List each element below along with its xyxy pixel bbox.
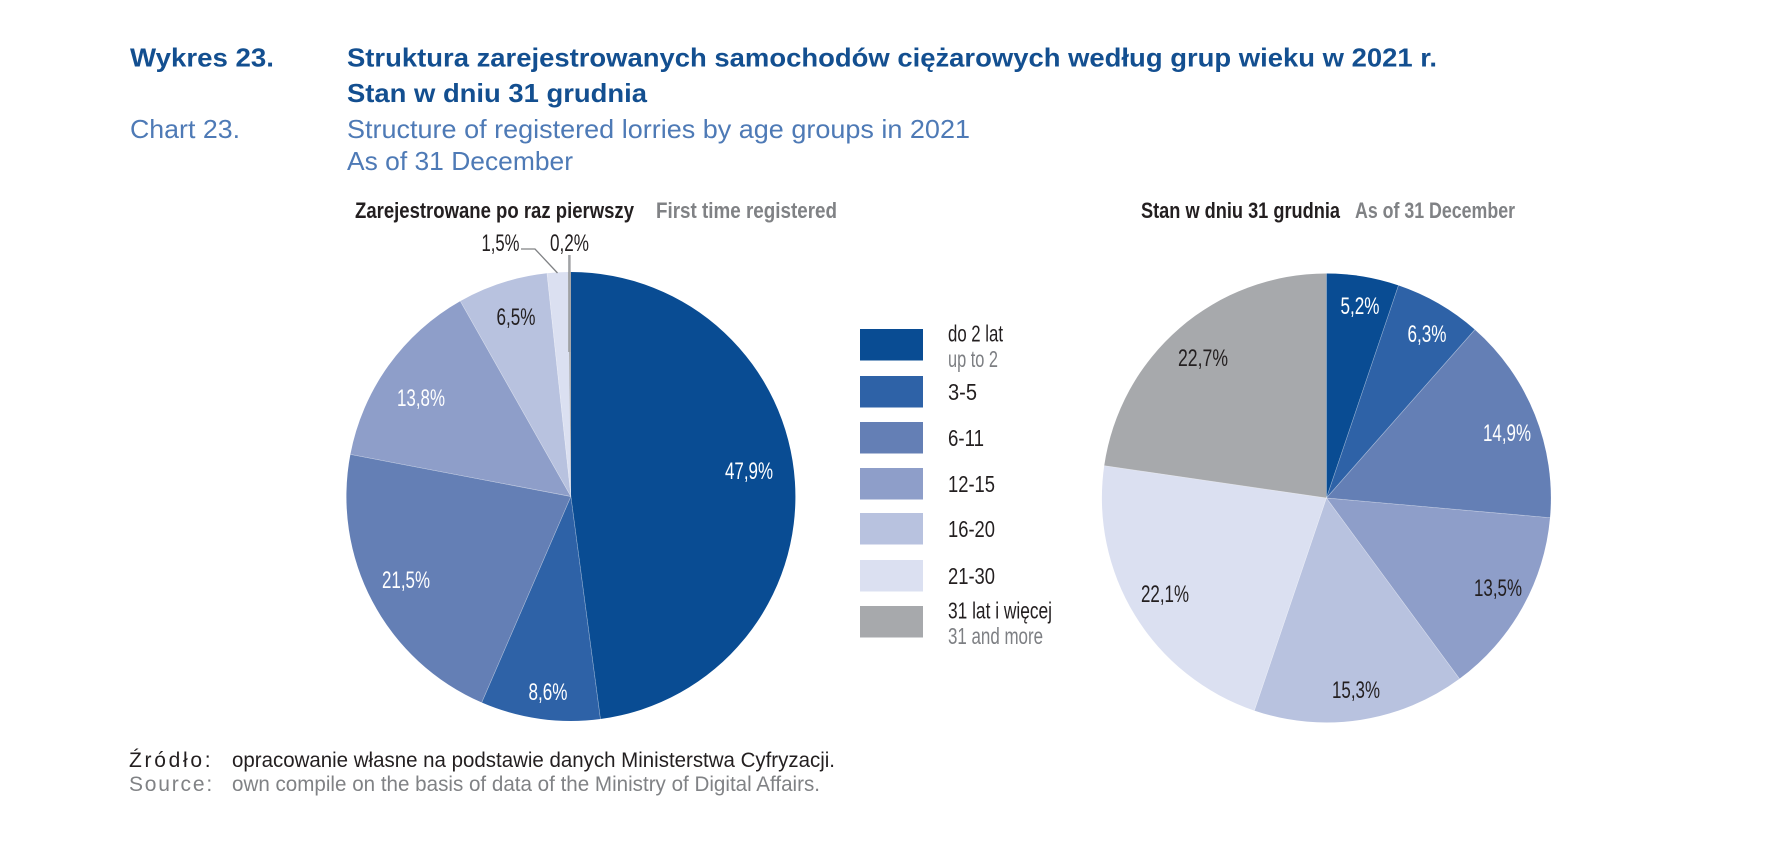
svg-text:16-20: 16-20: [948, 516, 995, 542]
svg-text:8,6%: 8,6%: [529, 679, 568, 706]
svg-text:Źródło:: Źródło:: [129, 749, 213, 772]
svg-text:1,5%: 1,5%: [482, 230, 520, 257]
svg-text:Stan w dniu 31 grudnia: Stan w dniu 31 grudnia: [347, 78, 648, 108]
svg-text:13,8%: 13,8%: [397, 385, 445, 412]
svg-text:Stan w dniu 31 grudnia: Stan w dniu 31 grudnia: [1141, 198, 1341, 223]
svg-text:3-5: 3-5: [948, 379, 977, 405]
svg-text:22,7%: 22,7%: [1178, 345, 1228, 372]
svg-text:22,1%: 22,1%: [1141, 581, 1189, 608]
svg-text:31 lat i więcej: 31 lat i więcej: [948, 598, 1052, 624]
svg-text:Source:: Source:: [129, 773, 214, 796]
svg-text:0,2%: 0,2%: [550, 230, 589, 257]
svg-text:6,3%: 6,3%: [1408, 321, 1447, 348]
svg-text:6-11: 6-11: [948, 425, 984, 451]
svg-text:15,3%: 15,3%: [1332, 677, 1380, 704]
svg-text:21,5%: 21,5%: [382, 567, 430, 594]
svg-text:First time registered: First time registered: [656, 198, 837, 223]
svg-text:do 2 lat: do 2 lat: [948, 321, 1003, 347]
svg-text:5,2%: 5,2%: [1341, 293, 1380, 320]
svg-text:Struktura zarejestrowanych sam: Struktura zarejestrowanych samochodów ci…: [347, 43, 1437, 73]
svg-text:6,5%: 6,5%: [497, 304, 536, 331]
svg-text:12-15: 12-15: [948, 471, 995, 497]
svg-text:Structure of registered lorrie: Structure of registered lorries by age g…: [347, 114, 970, 144]
svg-text:Zarejestrowane po raz pierwszy: Zarejestrowane po raz pierwszy: [355, 198, 635, 223]
svg-text:As of 31 December: As of 31 December: [347, 146, 573, 176]
svg-text:own compile on the basis of da: own compile on the basis of data of the …: [232, 773, 820, 796]
svg-text:13,5%: 13,5%: [1474, 575, 1522, 602]
svg-text:21-30: 21-30: [948, 563, 995, 589]
svg-text:up to 2: up to 2: [948, 346, 998, 372]
svg-text:47,9%: 47,9%: [725, 458, 773, 485]
svg-text:Wykres 23.: Wykres 23.: [130, 43, 274, 73]
svg-text:14,9%: 14,9%: [1483, 420, 1531, 447]
svg-text:As of 31 December: As of 31 December: [1355, 198, 1515, 223]
svg-text:opracowanie własne na podstawi: opracowanie własne na podstawie danych M…: [232, 749, 835, 772]
svg-text:Chart 23.: Chart 23.: [130, 114, 240, 144]
svg-text:31 and more: 31 and more: [948, 623, 1043, 649]
